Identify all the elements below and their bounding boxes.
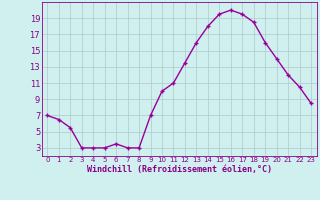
X-axis label: Windchill (Refroidissement éolien,°C): Windchill (Refroidissement éolien,°C) [87, 165, 272, 174]
